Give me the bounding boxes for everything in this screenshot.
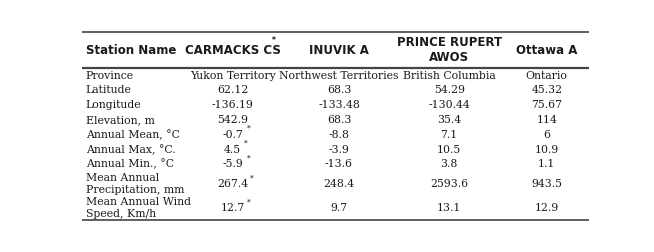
Text: Station Name: Station Name <box>86 44 176 57</box>
Text: -13.6: -13.6 <box>325 159 353 169</box>
Text: -3.9: -3.9 <box>328 145 349 154</box>
Text: 114: 114 <box>536 115 557 125</box>
Text: 1.1: 1.1 <box>538 159 555 169</box>
Text: 54.29: 54.29 <box>434 85 465 96</box>
Text: 9.7: 9.7 <box>330 203 347 213</box>
Text: Ontario: Ontario <box>526 71 568 81</box>
Text: -133.48: -133.48 <box>318 100 360 110</box>
Text: 68.3: 68.3 <box>327 115 351 125</box>
Text: 2593.6: 2593.6 <box>430 179 468 189</box>
Text: 10.5: 10.5 <box>437 145 461 154</box>
Text: 75.67: 75.67 <box>531 100 562 110</box>
Text: Mean Annual
Precipitation, mm: Mean Annual Precipitation, mm <box>86 173 184 195</box>
Text: -136.19: -136.19 <box>212 100 254 110</box>
Text: Yukon Territory: Yukon Territory <box>190 71 275 81</box>
Text: 7.1: 7.1 <box>441 130 458 140</box>
Text: British Columbia: British Columbia <box>403 71 496 81</box>
Text: Ottawa A: Ottawa A <box>516 44 577 57</box>
Text: PRINCE RUPERT
AWOS: PRINCE RUPERT AWOS <box>397 36 502 65</box>
Text: 542.9: 542.9 <box>217 115 248 125</box>
Text: -8.8: -8.8 <box>328 130 349 140</box>
Text: -0.7: -0.7 <box>222 130 243 140</box>
Text: Annual Min., °C: Annual Min., °C <box>86 159 174 170</box>
Text: -5.9: -5.9 <box>222 159 243 169</box>
Text: Annual Max, °C.: Annual Max, °C. <box>86 144 175 155</box>
Text: *: * <box>247 198 251 206</box>
Text: *: * <box>271 36 275 45</box>
Text: 35.4: 35.4 <box>437 115 461 125</box>
Text: Latitude: Latitude <box>86 85 131 96</box>
Text: Northwest Territories: Northwest Territories <box>279 71 399 81</box>
Text: *: * <box>247 154 251 163</box>
Text: *: * <box>247 125 251 133</box>
Text: -130.44: -130.44 <box>428 100 470 110</box>
Text: Elevation, m: Elevation, m <box>86 115 155 125</box>
Text: 68.3: 68.3 <box>327 85 351 96</box>
Text: Mean Annual Wind
Speed, Km/h: Mean Annual Wind Speed, Km/h <box>86 197 191 219</box>
Text: *: * <box>244 140 248 148</box>
Text: Annual Mean, °C: Annual Mean, °C <box>86 130 180 140</box>
Text: 45.32: 45.32 <box>531 85 562 96</box>
Text: 12.7: 12.7 <box>220 203 245 213</box>
Text: 12.9: 12.9 <box>535 203 559 213</box>
Text: 248.4: 248.4 <box>324 179 354 189</box>
Text: 6: 6 <box>543 130 550 140</box>
Text: 267.4: 267.4 <box>217 179 248 189</box>
Text: 3.8: 3.8 <box>441 159 458 169</box>
Text: 4.5: 4.5 <box>224 145 241 154</box>
Text: Longitude: Longitude <box>86 100 141 110</box>
Text: INUVIK A: INUVIK A <box>309 44 369 57</box>
Text: CARMACKS CS: CARMACKS CS <box>184 44 281 57</box>
Text: *: * <box>250 174 254 182</box>
Text: 13.1: 13.1 <box>437 203 462 213</box>
Text: 62.12: 62.12 <box>217 85 249 96</box>
Text: 943.5: 943.5 <box>531 179 562 189</box>
Text: 10.9: 10.9 <box>535 145 559 154</box>
Text: Province: Province <box>86 71 134 81</box>
